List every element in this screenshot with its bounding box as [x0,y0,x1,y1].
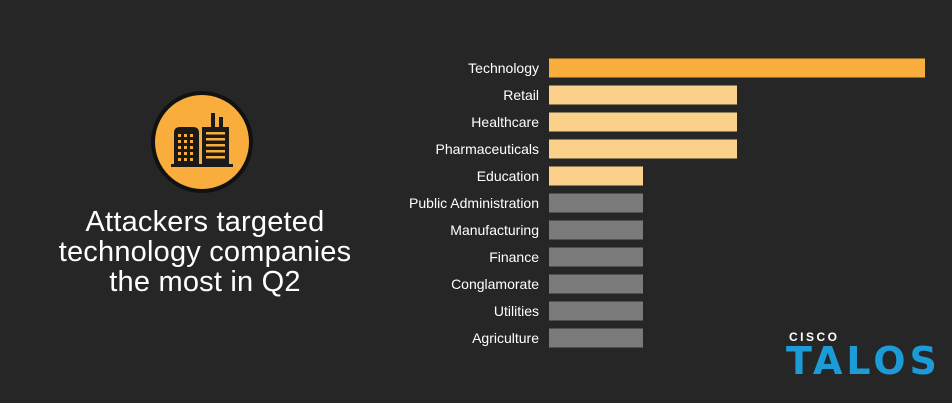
category-label-conglamorate: Conglamorate [451,276,539,292]
headline: Attackers targeted technology companies … [20,207,390,297]
logo-talos-text: TALOS [786,339,941,383]
category-label-pharmaceuticals: Pharmaceuticals [436,141,540,157]
category-label-education: Education [477,168,539,184]
cisco-talos-logo: CISCO TALOS [786,330,937,386]
headline-line-2: technology companies [58,236,352,268]
bar-retail [549,85,737,105]
bar-technology [549,58,925,78]
category-label-public-administration: Public Administration [409,195,539,211]
industry-badge [149,89,255,195]
factory-building-icon [151,91,253,193]
category-label-technology: Technology [468,60,539,76]
bar-education [549,166,643,186]
category-label-agriculture: Agriculture [472,330,539,346]
bar-healthcare [549,112,737,132]
category-label-finance: Finance [489,249,539,265]
category-label-healthcare: Healthcare [471,114,539,130]
bar-manufacturing [549,220,643,240]
headline-line-1: Attackers targeted [85,206,325,238]
bar-finance [549,247,643,267]
bar-public-administration [549,193,643,213]
bar-agriculture [549,328,643,348]
category-label-manufacturing: Manufacturing [450,222,539,238]
headline-line-3: the most in Q2 [109,266,301,298]
bar-pharmaceuticals [549,139,737,159]
bar-conglamorate [549,274,643,294]
category-label-utilities: Utilities [494,303,539,319]
bar-utilities [549,301,643,321]
logo-cisco-text: CISCO [789,330,840,344]
category-label-retail: Retail [503,87,539,103]
